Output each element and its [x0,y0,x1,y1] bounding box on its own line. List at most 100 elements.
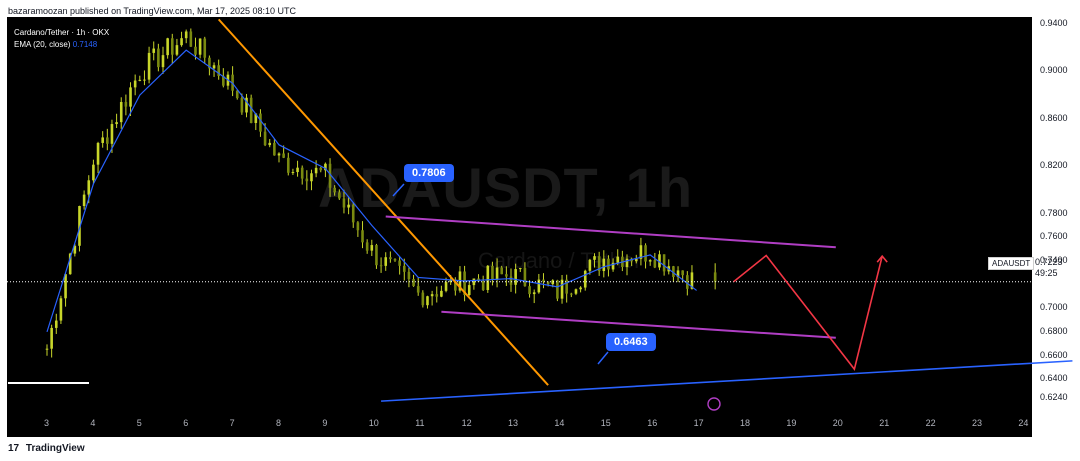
time-tick-label: 22 [925,418,936,428]
candle-body [212,65,216,69]
candle-body [310,173,313,182]
price-tick-label: 0.7800 [1040,207,1068,218]
candle-body [268,142,272,146]
candle-body [152,48,156,53]
price-tick-label: 0.6400 [1040,373,1068,384]
time-tick-label: 12 [461,418,472,428]
ema-line [46,49,697,333]
projection-arrow-head [876,254,888,263]
publish-header: bazaramoozan published on TradingView.co… [8,6,297,16]
candle-body [194,46,197,55]
candle-body [435,294,439,297]
time-axis [7,410,1032,437]
candle-body [101,137,104,143]
candle-body [59,298,63,321]
candle-body [472,278,476,286]
candle-body [565,279,568,294]
candle-body [249,97,253,124]
candle-body [588,259,592,271]
annotation-high-label[interactable]: 0.7806 [404,164,454,182]
candle-body [607,258,610,270]
candle-body [286,157,290,173]
price-tick-label: 0.9400 [1040,18,1068,29]
candle-body [198,38,202,55]
candle-body [342,198,346,208]
candle-body [338,192,341,199]
time-tick-label: 13 [508,418,519,428]
price-tick-label: 0.8200 [1040,160,1068,171]
chart-canvas[interactable] [7,17,1032,427]
time-tick-label: 7 [229,418,235,428]
candle-body [602,258,606,272]
candle-body [690,272,694,289]
candle-body [402,265,406,272]
candle-body [347,204,350,208]
candle-body [556,280,559,299]
candle-body [542,279,545,282]
candle-body [653,260,657,268]
channel-upper-line [385,215,836,249]
candle-body [161,55,165,68]
candle-body [106,137,109,144]
candle-body [583,270,587,288]
candle-body [259,113,262,132]
candle-body [449,279,452,283]
candle-body [523,268,527,287]
legend-ema: EMA (20, close) 0.7148 [14,39,109,51]
time-tick-label: 24 [1018,418,1029,428]
candle-body [240,98,244,113]
candle-body [115,122,118,125]
candle-body [676,270,680,277]
candle-body [324,163,327,171]
legend-ema-label: EMA (20, close) [14,40,71,49]
candle-body [467,285,471,295]
candle-body [282,153,285,158]
candle-body [570,293,573,295]
candle-body [597,256,601,272]
price-tick-label: 0.7600 [1040,231,1068,242]
price-tick-label: 0.6600 [1040,349,1068,360]
current-price-value: 0.7223 [1035,257,1063,267]
candle-body [277,153,281,156]
candle-countdown: 49:25 [1035,268,1058,278]
candle-body [648,260,652,262]
candle-body [333,187,336,193]
candle-body [532,292,536,295]
candle-body [138,79,142,81]
candle-body [133,80,137,88]
candle-body [217,65,220,76]
time-tick-label: 15 [600,418,611,428]
candle-body [616,256,620,263]
candle-body [147,52,151,80]
tradingview-footer[interactable]: 17 TradingView [8,443,85,454]
candle-body [119,102,123,123]
annotation-low-label[interactable]: 0.6463 [606,333,656,351]
candle-body [625,258,629,267]
candle-body [124,102,128,107]
candle-body [389,257,392,260]
time-tick-label: 16 [647,418,658,428]
current-price-label: 0.7223 49:25 [1035,257,1063,279]
candle-body [593,256,596,260]
candle-body [500,267,504,275]
candle-body [314,167,318,174]
candle-body [528,286,531,295]
price-tick-label: 0.9000 [1040,65,1068,76]
candle-body [463,271,466,295]
price-tick-label: 0.7000 [1040,302,1068,313]
candle-body [166,38,169,56]
candle-body [481,281,485,291]
candle-body [78,206,81,246]
price-axis[interactable] [1032,17,1080,427]
candle-body [611,262,615,270]
candle-body [110,124,114,144]
candle-body [291,172,295,174]
time-tick-label: 18 [740,418,751,428]
candle-body [644,245,647,262]
time-tick-label: 19 [786,418,797,428]
candle-body [658,254,661,268]
tradingview-logo-icon: 17 [8,443,20,454]
candle-body [189,31,193,47]
price-tick-label: 0.8600 [1040,112,1068,123]
